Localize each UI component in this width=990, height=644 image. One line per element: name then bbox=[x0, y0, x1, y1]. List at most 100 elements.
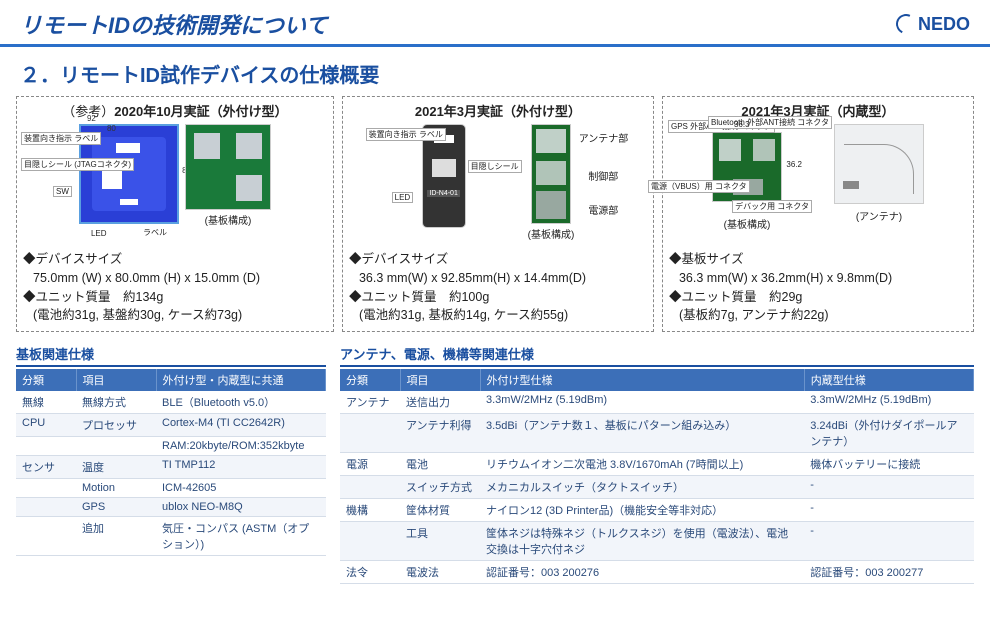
table-cell: 筐体材質 bbox=[400, 499, 480, 522]
table-cell: - bbox=[804, 476, 973, 499]
table-cell: ナイロン12 (3D Printer品)（機能安全等非対応） bbox=[480, 499, 804, 522]
spec-block: デバイスサイズ 36.3 mm(W) x 92.85mm(H) x 14.4mm… bbox=[349, 250, 647, 325]
table-antenna-specs: アンテナ、電源、機構等関連仕様 分類項目外付け型仕様内蔵型仕様 アンテナ送信出力… bbox=[340, 344, 974, 584]
section-subtitle: ２．リモートID試作デバイスの仕様概要 bbox=[0, 47, 990, 92]
table-header: 外付け型・内蔵型に共通 bbox=[156, 369, 326, 391]
table-cell: センサ bbox=[16, 456, 76, 479]
callout: デバック用 コネクタ bbox=[732, 200, 812, 213]
table-cell: 法令 bbox=[340, 561, 400, 584]
callout: SW bbox=[53, 186, 72, 197]
table-header: 分類 bbox=[16, 369, 76, 391]
callout: 装置向き指示 ラベル bbox=[21, 132, 101, 145]
table-row: スイッチ方式メカニカルスイッチ（タクトスイッチ）- bbox=[340, 476, 974, 499]
table-cell: 電池 bbox=[400, 453, 480, 476]
table-caption: アンテナ、電源、機構等関連仕様 bbox=[340, 344, 974, 367]
table-cell: 電波法 bbox=[400, 561, 480, 584]
table-cell bbox=[16, 479, 76, 498]
table-cell: GPS bbox=[76, 498, 156, 517]
table-cell: - bbox=[804, 522, 973, 561]
callout: 電源（VBUS）用 コネクタ bbox=[648, 180, 750, 193]
table-cell: 無線 bbox=[16, 391, 76, 414]
callout: 電源部 bbox=[588, 202, 618, 217]
callout: 目隠しシール bbox=[468, 160, 522, 173]
table-cell: CPU bbox=[16, 414, 76, 437]
board-photo bbox=[185, 124, 271, 210]
callout: LED bbox=[392, 192, 414, 203]
table-row: 機構筐体材質ナイロン12 (3D Printer品)（機能安全等非対応）- bbox=[340, 499, 974, 522]
table-cell: 温度 bbox=[76, 456, 156, 479]
board-photo bbox=[531, 124, 571, 224]
table-cell bbox=[16, 517, 76, 556]
table-cell: 送信出力 bbox=[400, 391, 480, 414]
table-row: GPSublox NEO-M8Q bbox=[16, 498, 326, 517]
table-cell: 機構 bbox=[340, 499, 400, 522]
table-cell: 3.3mW/2MHz (5.19dBm) bbox=[480, 391, 804, 414]
table-cell: スイッチ方式 bbox=[400, 476, 480, 499]
table-cell: BLE（Bluetooth v5.0） bbox=[156, 391, 326, 414]
callout: LED bbox=[89, 229, 109, 238]
callout: Bluetooth 外部ANT接続 コネクタ bbox=[708, 116, 832, 129]
panel-mar2021-int: 2021年3月実証（内蔵型） GPS 外部ANT接続 コネクタ Bluetoot… bbox=[662, 96, 974, 332]
table-cell: 3.5dBi（アンテナ数１、基板にパターン組み込み） bbox=[480, 414, 804, 453]
table-cell: メカニカルスイッチ（タクトスイッチ） bbox=[480, 476, 804, 499]
table-cell bbox=[76, 437, 156, 456]
table-row: 法令電波法認証番号：003 200276認証番号：003 200277 bbox=[340, 561, 974, 584]
table-cell: 認証番号：003 200277 bbox=[804, 561, 973, 584]
table-row: 無線無線方式BLE（Bluetooth v5.0） bbox=[16, 391, 326, 414]
panel-mar2021-ext: 2021年3月実証（外付け型） ID-N4-01 装置向き指示 ラベル LED … bbox=[342, 96, 654, 332]
table-cell: 3.24dBi（外付けダイポールアンテナ） bbox=[804, 414, 973, 453]
table-cell: ublox NEO-M8Q bbox=[156, 498, 326, 517]
table-cell: 気圧・コンパス (ASTM（オプション）) bbox=[156, 517, 326, 556]
panel-title: （参考）2020年10月実証（外付け型） bbox=[23, 101, 327, 120]
spec-block: デバイスサイズ 75.0mm (W) x 80.0mm (H) x 15.0mm… bbox=[23, 250, 327, 325]
table-caption: 基板関連仕様 bbox=[16, 344, 326, 367]
panel-title: 2021年3月実証（外付け型） bbox=[349, 101, 647, 120]
table-cell: リチウムイオン二次電池 3.8V/1670mAh (7時間以上) bbox=[480, 453, 804, 476]
table-row: 追加気圧・コンパス (ASTM（オプション）) bbox=[16, 517, 326, 556]
table-cell: 機体バッテリーに接続 bbox=[804, 453, 973, 476]
board-caption: (基板構成) bbox=[205, 212, 252, 227]
table-cell: RAM:20kbyte/ROM:352kbyte bbox=[156, 437, 326, 456]
table-row: RAM:20kbyte/ROM:352kbyte bbox=[16, 437, 326, 456]
logo-text: NEDO bbox=[918, 14, 970, 35]
table-cell: プロセッサ bbox=[76, 414, 156, 437]
board-caption: (基板構成) bbox=[724, 216, 771, 231]
table-cell bbox=[16, 437, 76, 456]
table-row: 工具筐体ネジは特殊ネジ（トルクスネジ）を使用（電波法）、電池交換は十字穴付ネジ- bbox=[340, 522, 974, 561]
table-row: MotionICM-42605 bbox=[16, 479, 326, 498]
table-cell: 認証番号：003 200276 bbox=[480, 561, 804, 584]
table-header: 項目 bbox=[76, 369, 156, 391]
table-cell bbox=[16, 498, 76, 517]
table-row: アンテナ利得3.5dBi（アンテナ数１、基板にパターン組み込み）3.24dBi（… bbox=[340, 414, 974, 453]
table-cell: アンテナ利得 bbox=[400, 414, 480, 453]
photo-row: GPS 外部ANT接続 コネクタ Bluetooth 外部ANT接続 コネクタ … bbox=[669, 124, 967, 244]
table-cell: 電源 bbox=[340, 453, 400, 476]
table-cell: Motion bbox=[76, 479, 156, 498]
panels-row: （参考）2020年10月実証（外付け型） 92 80 85 装置向き指示 ラベル… bbox=[0, 92, 990, 336]
table-cell: 追加 bbox=[76, 517, 156, 556]
table-cell: アンテナ bbox=[340, 391, 400, 414]
table-cell: 3.3mW/2MHz (5.19dBm) bbox=[804, 391, 973, 414]
callout: 装置向き指示 ラベル bbox=[366, 128, 446, 141]
logo-arc-icon bbox=[893, 11, 919, 37]
page-title: リモートIDの技術開発について bbox=[20, 8, 327, 40]
table-cell: 筐体ネジは特殊ネジ（トルクスネジ）を使用（電波法）、電池交換は十字穴付ネジ bbox=[480, 522, 804, 561]
table-header: 分類 bbox=[340, 369, 400, 391]
antenna-caption: (アンテナ) bbox=[856, 208, 902, 223]
table-cell: ICM-42605 bbox=[156, 479, 326, 498]
photo-row: ID-N4-01 装置向き指示 ラベル LED 目隠しシール (基板構成) アン… bbox=[349, 124, 647, 244]
table-header: 内蔵型仕様 bbox=[804, 369, 973, 391]
table-cell: Cortex-M4 (TI CC2642R) bbox=[156, 414, 326, 437]
board-specs-table: 分類項目外付け型・内蔵型に共通 無線無線方式BLE（Bluetooth v5.0… bbox=[16, 369, 326, 556]
table-row: 電源電池リチウムイオン二次電池 3.8V/1670mAh (7時間以上)機体バッ… bbox=[340, 453, 974, 476]
antenna-specs-table: 分類項目外付け型仕様内蔵型仕様 アンテナ送信出力3.3mW/2MHz (5.19… bbox=[340, 369, 974, 584]
callout: ラベル bbox=[141, 227, 169, 238]
table-cell bbox=[340, 476, 400, 499]
board-caption: (基板構成) bbox=[528, 226, 575, 241]
callout: アンテナ部 bbox=[579, 130, 629, 145]
photo-row: 92 80 85 装置向き指示 ラベル 目隠しシール (JTAGコネクタ) SW… bbox=[23, 124, 327, 244]
table-cell bbox=[340, 522, 400, 561]
tables-row: 基板関連仕様 分類項目外付け型・内蔵型に共通 無線無線方式BLE（Bluetoo… bbox=[0, 336, 990, 584]
antenna-photo bbox=[834, 124, 924, 204]
table-cell bbox=[340, 414, 400, 453]
